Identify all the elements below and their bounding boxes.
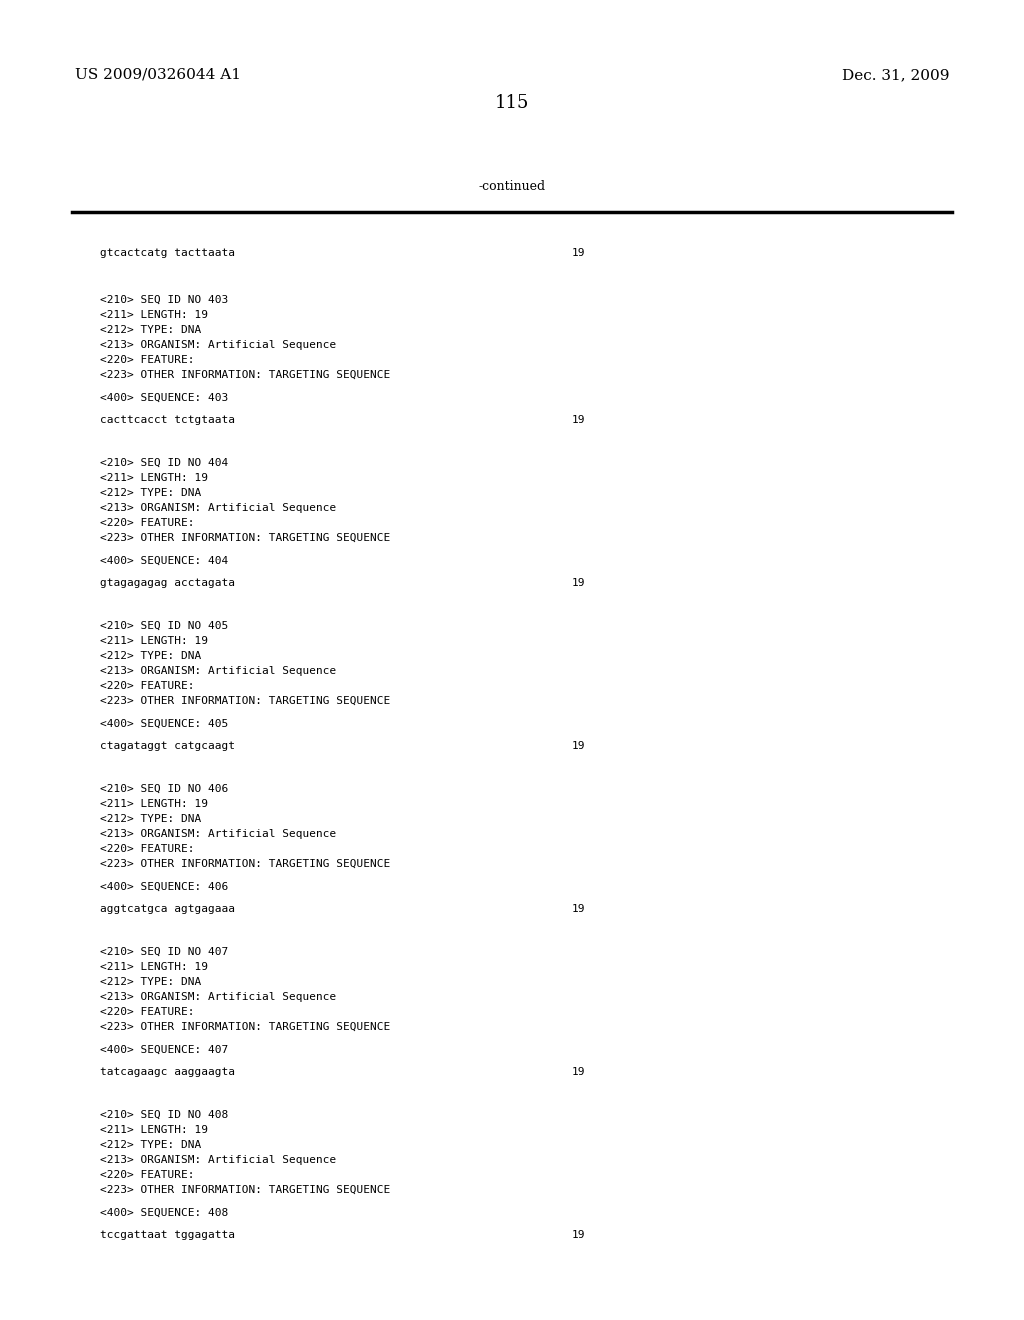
Text: Dec. 31, 2009: Dec. 31, 2009	[842, 69, 949, 82]
Text: <223> OTHER INFORMATION: TARGETING SEQUENCE: <223> OTHER INFORMATION: TARGETING SEQUE…	[100, 533, 390, 543]
Text: <213> ORGANISM: Artificial Sequence: <213> ORGANISM: Artificial Sequence	[100, 993, 336, 1002]
Text: <212> TYPE: DNA: <212> TYPE: DNA	[100, 325, 202, 335]
Text: cacttcacct tctgtaata: cacttcacct tctgtaata	[100, 414, 234, 425]
Text: gtcactcatg tacttaata: gtcactcatg tacttaata	[100, 248, 234, 257]
Text: <223> OTHER INFORMATION: TARGETING SEQUENCE: <223> OTHER INFORMATION: TARGETING SEQUE…	[100, 370, 390, 380]
Text: <212> TYPE: DNA: <212> TYPE: DNA	[100, 1140, 202, 1150]
Text: 19: 19	[572, 248, 586, 257]
Text: 19: 19	[572, 1230, 586, 1239]
Text: 115: 115	[495, 94, 529, 112]
Text: aggtcatgca agtgagaaa: aggtcatgca agtgagaaa	[100, 904, 234, 913]
Text: US 2009/0326044 A1: US 2009/0326044 A1	[75, 69, 241, 82]
Text: <210> SEQ ID NO 407: <210> SEQ ID NO 407	[100, 946, 228, 957]
Text: <210> SEQ ID NO 406: <210> SEQ ID NO 406	[100, 784, 228, 795]
Text: <223> OTHER INFORMATION: TARGETING SEQUENCE: <223> OTHER INFORMATION: TARGETING SEQUE…	[100, 1185, 390, 1195]
Text: <210> SEQ ID NO 403: <210> SEQ ID NO 403	[100, 294, 228, 305]
Text: <213> ORGANISM: Artificial Sequence: <213> ORGANISM: Artificial Sequence	[100, 1155, 336, 1166]
Text: -continued: -continued	[478, 180, 546, 193]
Text: <211> LENGTH: 19: <211> LENGTH: 19	[100, 636, 208, 645]
Text: gtagagagag acctagata: gtagagagag acctagata	[100, 578, 234, 587]
Text: <210> SEQ ID NO 405: <210> SEQ ID NO 405	[100, 620, 228, 631]
Text: <213> ORGANISM: Artificial Sequence: <213> ORGANISM: Artificial Sequence	[100, 341, 336, 350]
Text: <213> ORGANISM: Artificial Sequence: <213> ORGANISM: Artificial Sequence	[100, 667, 336, 676]
Text: ctagataggt catgcaagt: ctagataggt catgcaagt	[100, 741, 234, 751]
Text: <213> ORGANISM: Artificial Sequence: <213> ORGANISM: Artificial Sequence	[100, 503, 336, 513]
Text: <220> FEATURE:: <220> FEATURE:	[100, 1170, 195, 1180]
Text: 19: 19	[572, 904, 586, 913]
Text: <220> FEATURE:: <220> FEATURE:	[100, 517, 195, 528]
Text: <212> TYPE: DNA: <212> TYPE: DNA	[100, 977, 202, 987]
Text: <220> FEATURE:: <220> FEATURE:	[100, 355, 195, 366]
Text: <211> LENGTH: 19: <211> LENGTH: 19	[100, 962, 208, 972]
Text: <400> SEQUENCE: 404: <400> SEQUENCE: 404	[100, 556, 228, 566]
Text: <400> SEQUENCE: 403: <400> SEQUENCE: 403	[100, 393, 228, 403]
Text: <220> FEATURE:: <220> FEATURE:	[100, 1007, 195, 1016]
Text: 19: 19	[572, 578, 586, 587]
Text: tatcagaagc aaggaagta: tatcagaagc aaggaagta	[100, 1067, 234, 1077]
Text: <400> SEQUENCE: 407: <400> SEQUENCE: 407	[100, 1045, 228, 1055]
Text: <400> SEQUENCE: 408: <400> SEQUENCE: 408	[100, 1208, 228, 1218]
Text: <211> LENGTH: 19: <211> LENGTH: 19	[100, 799, 208, 809]
Text: <211> LENGTH: 19: <211> LENGTH: 19	[100, 1125, 208, 1135]
Text: <220> FEATURE:: <220> FEATURE:	[100, 843, 195, 854]
Text: 19: 19	[572, 741, 586, 751]
Text: 19: 19	[572, 414, 586, 425]
Text: <400> SEQUENCE: 406: <400> SEQUENCE: 406	[100, 882, 228, 892]
Text: <211> LENGTH: 19: <211> LENGTH: 19	[100, 473, 208, 483]
Text: <212> TYPE: DNA: <212> TYPE: DNA	[100, 488, 202, 498]
Text: 19: 19	[572, 1067, 586, 1077]
Text: <223> OTHER INFORMATION: TARGETING SEQUENCE: <223> OTHER INFORMATION: TARGETING SEQUE…	[100, 696, 390, 706]
Text: <223> OTHER INFORMATION: TARGETING SEQUENCE: <223> OTHER INFORMATION: TARGETING SEQUE…	[100, 859, 390, 869]
Text: <210> SEQ ID NO 404: <210> SEQ ID NO 404	[100, 458, 228, 469]
Text: <212> TYPE: DNA: <212> TYPE: DNA	[100, 651, 202, 661]
Text: <211> LENGTH: 19: <211> LENGTH: 19	[100, 310, 208, 319]
Text: <223> OTHER INFORMATION: TARGETING SEQUENCE: <223> OTHER INFORMATION: TARGETING SEQUE…	[100, 1022, 390, 1032]
Text: <213> ORGANISM: Artificial Sequence: <213> ORGANISM: Artificial Sequence	[100, 829, 336, 840]
Text: <210> SEQ ID NO 408: <210> SEQ ID NO 408	[100, 1110, 228, 1119]
Text: tccgattaat tggagatta: tccgattaat tggagatta	[100, 1230, 234, 1239]
Text: <212> TYPE: DNA: <212> TYPE: DNA	[100, 814, 202, 824]
Text: <400> SEQUENCE: 405: <400> SEQUENCE: 405	[100, 719, 228, 729]
Text: <220> FEATURE:: <220> FEATURE:	[100, 681, 195, 690]
